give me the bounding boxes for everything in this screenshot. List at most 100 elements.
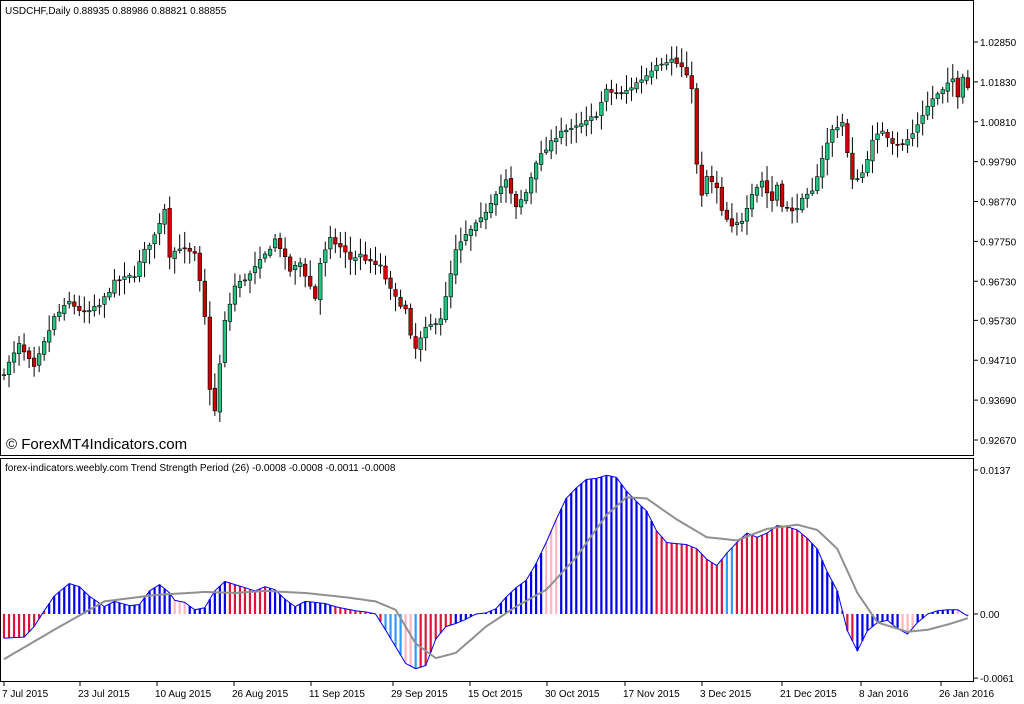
candle-body	[910, 133, 915, 139]
candle	[920, 100, 925, 136]
candle-body	[609, 89, 614, 93]
candle-body	[880, 130, 885, 134]
candle-body	[734, 222, 740, 225]
candle-body	[52, 316, 57, 330]
indicator-axis: 0.0137 0.00 -0.0061	[974, 466, 1014, 685]
candle-body	[569, 127, 574, 130]
candle-body	[945, 82, 950, 92]
candle-body	[237, 280, 243, 288]
candle	[298, 257, 303, 278]
candle-body	[267, 248, 273, 256]
candle	[77, 295, 82, 317]
candle-body	[845, 123, 850, 153]
indicator-tick-label: -0.0061	[980, 674, 1014, 685]
candle	[925, 91, 930, 120]
time-tick-label: 11 Sep 2015	[309, 689, 365, 700]
candle	[303, 258, 308, 288]
candle	[16, 336, 22, 366]
candle-body	[594, 116, 599, 118]
candle	[810, 177, 815, 196]
candle	[112, 269, 117, 298]
candle-body	[277, 238, 283, 249]
candle	[463, 220, 468, 246]
signal-line	[3, 496, 969, 661]
candle-body	[564, 129, 569, 133]
candle	[433, 318, 438, 335]
candle-body	[323, 249, 328, 263]
candle-body	[634, 82, 639, 90]
candle-body	[293, 265, 298, 271]
candle	[147, 242, 152, 265]
candle	[393, 283, 398, 312]
candle	[252, 251, 258, 285]
candle	[57, 304, 62, 322]
candle	[117, 275, 122, 296]
candle	[729, 203, 734, 233]
candle	[759, 171, 765, 197]
candle-body	[313, 286, 318, 299]
candle	[559, 117, 564, 145]
price-tick-label: 0.99790	[980, 158, 1017, 169]
candle-body	[348, 251, 353, 260]
candle	[825, 127, 830, 176]
candle-body	[940, 89, 945, 94]
candle-body	[353, 257, 358, 261]
candle-body	[528, 177, 534, 194]
candle-body	[554, 138, 559, 143]
candle	[594, 111, 599, 121]
candle	[629, 77, 634, 102]
candle-body	[825, 142, 830, 160]
candle	[448, 260, 453, 309]
candle-body	[930, 98, 935, 107]
candle-body	[694, 88, 699, 165]
candle	[222, 311, 227, 368]
candle	[82, 296, 87, 323]
candle	[52, 313, 57, 336]
candle-body	[187, 248, 192, 252]
candle-body	[147, 244, 152, 250]
price-axis: 1.02850 1.01830 1.00810 0.99790 0.98770 0.977…	[974, 38, 1017, 447]
time-axis: 7 Jul 2015 23 Jul 2015 10 Aug 2015 26 Aug 2…	[2, 682, 994, 700]
candle	[523, 189, 529, 205]
histogram-outline	[3, 474, 969, 670]
candle	[107, 287, 112, 301]
candle-body	[47, 330, 52, 343]
candle-body	[303, 263, 308, 277]
candle	[217, 354, 222, 422]
candle-body	[227, 303, 233, 322]
candle	[458, 227, 463, 264]
candle-body	[16, 343, 22, 355]
candle	[473, 219, 478, 237]
candle-body	[57, 311, 62, 317]
candle-body	[272, 238, 278, 249]
candle-body	[157, 223, 162, 234]
candle	[513, 190, 519, 220]
price-tick-label: 1.01830	[980, 78, 1017, 89]
candle-body	[639, 79, 644, 83]
candle	[26, 346, 32, 369]
candle	[508, 166, 514, 204]
candle-body	[132, 276, 137, 278]
candle-body	[172, 250, 177, 259]
candle	[965, 70, 970, 91]
candle-body	[262, 253, 268, 259]
candle-body	[815, 176, 820, 191]
candle-body	[679, 62, 684, 68]
candle-body	[488, 203, 494, 214]
candle-body	[764, 180, 770, 194]
candle	[754, 184, 760, 203]
candle	[87, 301, 92, 324]
candle	[202, 268, 207, 325]
candle-body	[242, 279, 248, 282]
candle-body	[6, 361, 12, 375]
candle-body	[42, 341, 47, 355]
candle	[549, 129, 554, 160]
candle-body	[684, 67, 689, 76]
candle	[724, 201, 729, 222]
candle-body	[830, 129, 835, 143]
candle-body	[37, 353, 42, 366]
candle-body	[338, 243, 343, 248]
candle-body	[333, 237, 338, 245]
candle	[122, 262, 127, 295]
candle	[308, 260, 313, 290]
